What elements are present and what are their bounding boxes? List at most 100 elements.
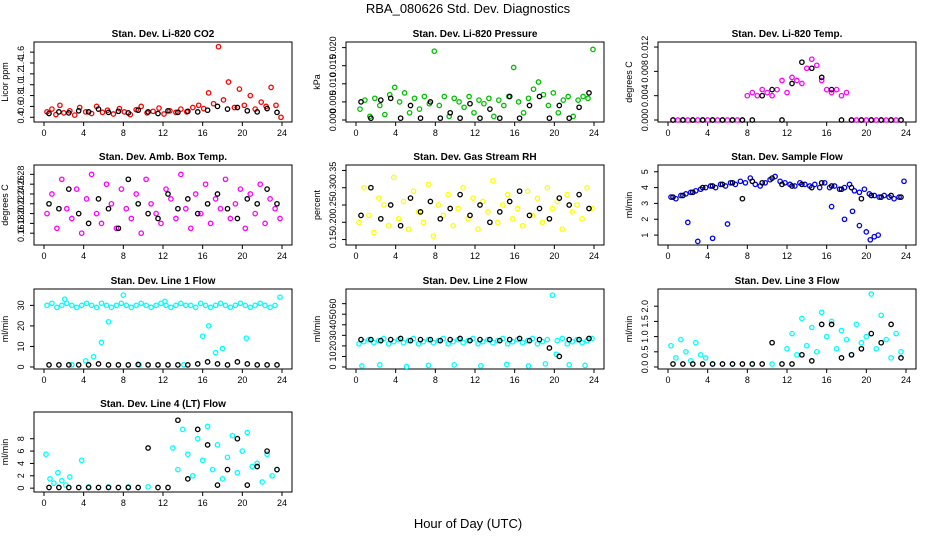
data-point-yellow <box>475 226 481 233</box>
data-point-blue <box>831 183 838 189</box>
data-point-magenta <box>803 65 810 72</box>
data-point-magenta <box>68 215 75 222</box>
data-point-cyan <box>90 353 97 360</box>
data-point-yellow <box>380 202 387 208</box>
data-point-black <box>576 104 582 111</box>
data-point-yellow <box>375 195 382 201</box>
x-tick-label: 20 <box>549 375 559 385</box>
data-point-cyan <box>219 345 226 352</box>
data-point-red <box>241 102 248 109</box>
panel-9: Stan. Dev. Line 3 Flow ml/min 0 4 8 12 16 20 24 0… <box>624 276 917 385</box>
panel-10: Stan. Dev. Line 4 (LT) Flow ml/min 0 4 8 12 16… <box>0 399 293 508</box>
data-point-green <box>391 84 398 91</box>
data-point-green <box>466 93 472 100</box>
data-point-cyan <box>697 351 704 358</box>
data-point-cyan <box>189 472 196 479</box>
data-point-cyan <box>833 345 840 352</box>
data-point-red <box>150 108 156 115</box>
data-point-black <box>214 103 221 110</box>
data-point-black <box>759 179 766 186</box>
x-tick-label: 12 <box>158 498 168 508</box>
data-point-cyan <box>803 342 810 349</box>
data-point-blue <box>737 178 744 185</box>
data-point-magenta <box>784 89 790 96</box>
data-point-black <box>115 484 122 491</box>
x-tick-label: 0 <box>665 128 670 138</box>
data-point-cyan <box>98 300 105 307</box>
data-point-black <box>368 336 374 343</box>
data-point-cyan <box>789 330 795 337</box>
data-point-magenta <box>118 186 125 192</box>
data-point-cyan <box>403 363 410 370</box>
data-point-cyan <box>143 302 149 309</box>
data-point-black <box>125 484 132 491</box>
data-point-cyan <box>893 330 899 337</box>
data-point-black <box>368 115 374 122</box>
x-tick-label: 16 <box>510 128 520 138</box>
data-point-black <box>234 104 241 111</box>
data-point-cyan <box>269 472 275 479</box>
data-point-blue <box>668 194 674 200</box>
y-tick-label: 0.005 <box>328 91 338 114</box>
data-point-black <box>799 59 805 66</box>
data-point-magenta <box>232 200 239 207</box>
data-point-black <box>224 106 231 112</box>
data-point-black <box>888 321 894 328</box>
data-point-black <box>576 336 582 343</box>
panel-1: Stan. Dev. Li-820 CO2 Licor ppm 0 4 8 12 16 20 2… <box>0 29 293 138</box>
data-point-magenta <box>267 196 273 202</box>
data-point-yellow <box>415 209 422 215</box>
data-point-cyan <box>66 474 73 480</box>
data-point-black <box>234 215 241 222</box>
data-point-black <box>224 362 231 368</box>
data-point-black <box>828 86 835 93</box>
data-point-cyan <box>249 463 256 470</box>
data-point-green <box>461 104 467 111</box>
data-point-yellow <box>385 222 392 229</box>
data-point-black <box>244 482 251 488</box>
data-point-blue <box>875 232 882 238</box>
panel-title: Stan. Dev. Line 2 Flow <box>423 276 528 287</box>
data-point-black <box>769 86 775 93</box>
y-tick-label: 20 <box>16 321 26 331</box>
data-point-black <box>699 361 706 367</box>
data-point-black <box>427 336 434 343</box>
data-point-cyan <box>400 339 407 346</box>
data-point-magenta <box>83 196 90 202</box>
data-point-magenta <box>192 191 199 197</box>
data-point-yellow <box>361 184 367 191</box>
x-tick-label: 0 <box>353 251 358 261</box>
x-tick-label: 4 <box>705 375 710 385</box>
data-point-cyan <box>108 304 115 311</box>
data-point-cyan <box>678 336 684 343</box>
data-point-yellow <box>494 219 501 226</box>
data-point-black <box>689 117 696 123</box>
data-point-red <box>236 86 243 92</box>
y-tick-label: 0.28 <box>16 166 26 184</box>
data-point-black <box>165 362 171 368</box>
data-point-black <box>234 359 241 365</box>
data-point-black <box>358 212 364 219</box>
panel-title: Stan. Dev. Li-820 Pressure <box>413 29 538 40</box>
data-point-cyan <box>566 362 573 368</box>
data-point-red <box>60 110 67 116</box>
y-tick-label: 0.5 <box>640 346 650 359</box>
y-tick-label: 1.0 <box>640 330 650 343</box>
data-point-cyan <box>524 337 531 344</box>
data-point-black <box>566 202 573 208</box>
x-tick-label: 12 <box>158 375 168 385</box>
y-tick-label: 0.0 <box>640 361 650 374</box>
data-point-blue <box>841 216 848 223</box>
data-point-black <box>274 466 280 473</box>
data-point-cyan <box>73 304 80 311</box>
data-point-blue <box>752 181 759 188</box>
data-point-black <box>487 106 493 112</box>
x-tick-label: 8 <box>745 251 750 261</box>
data-point-yellow <box>390 174 397 181</box>
data-point-black <box>204 442 211 448</box>
data-point-blue <box>896 194 902 200</box>
data-point-cyan <box>175 466 181 473</box>
data-point-black <box>65 362 72 368</box>
data-point-black <box>719 181 726 188</box>
data-point-cyan <box>113 302 120 309</box>
